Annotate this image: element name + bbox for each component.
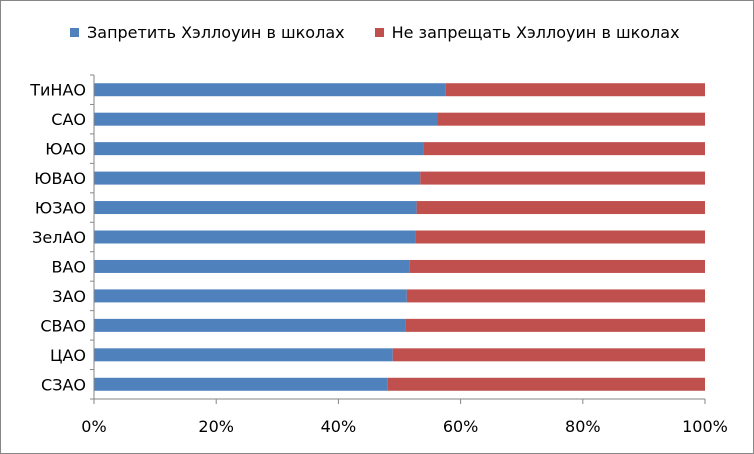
- y-tick-label-10: СЗАО: [41, 375, 86, 394]
- legend-swatch-ban: [70, 28, 79, 37]
- legend-item-no-ban: Не запрещать Хэллоуин в школах: [374, 23, 680, 42]
- y-tick-label-2: ЮАО: [45, 140, 86, 159]
- bar-ban-8: [94, 318, 406, 332]
- bar-ban-3: [94, 171, 421, 185]
- y-tick-label-9: ЦАО: [50, 346, 86, 365]
- bar-no-ban-7: [406, 289, 705, 303]
- y-tick-label-8: СВАО: [40, 316, 86, 335]
- bar-no-ban-10: [387, 377, 705, 391]
- bar-ban-2: [94, 142, 424, 156]
- x-tick-label-5: 100%: [682, 417, 728, 436]
- bar-ban-5: [94, 230, 416, 244]
- legend-item-ban: Запретить Хэллоуин в школах: [70, 23, 345, 42]
- x-tick-label-3: 60%: [443, 417, 479, 436]
- x-tick-label-1: 20%: [198, 417, 234, 436]
- bar-no-ban-4: [416, 201, 705, 215]
- bar-ban-4: [94, 201, 417, 215]
- bar-no-ban-3: [420, 171, 705, 185]
- x-tick-label-0: 0%: [81, 417, 106, 436]
- y-tick-label-5: ЗелАО: [32, 228, 86, 247]
- y-tick-label-1: САО: [51, 110, 86, 129]
- bar-no-ban-1: [437, 112, 705, 126]
- y-tick-label-6: ВАО: [51, 257, 86, 276]
- legend-label-no-ban: Не запрещать Хэллоуин в школах: [391, 23, 680, 42]
- bar-ban-6: [94, 259, 410, 273]
- bar-no-ban-0: [445, 83, 705, 97]
- bar-ban-10: [94, 377, 388, 391]
- bar-no-ban-6: [409, 259, 705, 273]
- y-tick-label-3: ЮВАО: [34, 169, 86, 188]
- bar-no-ban-2: [423, 142, 705, 156]
- y-tick-label-7: ЗАО: [52, 287, 86, 306]
- y-tick-label-4: ЮЗАО: [35, 199, 86, 218]
- bar-ban-1: [94, 112, 438, 126]
- legend-swatch-no-ban: [374, 28, 384, 37]
- x-tick-label-2: 40%: [321, 417, 357, 436]
- bar-no-ban-9: [392, 348, 705, 362]
- bar-ban-9: [94, 348, 393, 362]
- legend-label-ban: Запретить Хэллоуин в школах: [87, 23, 345, 42]
- x-tick-label-4: 80%: [565, 417, 601, 436]
- bar-no-ban-8: [405, 318, 705, 332]
- bar-ban-7: [94, 289, 407, 303]
- bar-ban-0: [94, 83, 446, 97]
- bar-no-ban-5: [415, 230, 705, 244]
- y-tick-label-0: ТиНАО: [29, 81, 86, 100]
- legend: Запретить Хэллоуин в школах Не запрещать…: [70, 23, 710, 42]
